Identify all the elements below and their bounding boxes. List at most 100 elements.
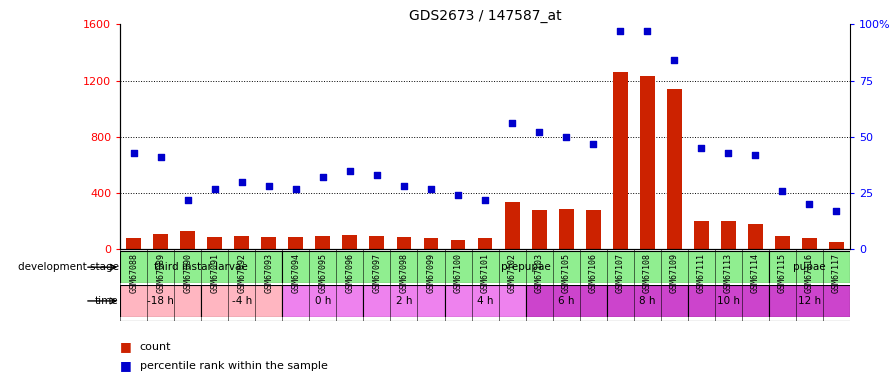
- Text: time: time: [95, 296, 118, 306]
- Bar: [288, 237, 303, 249]
- Text: GSM67100: GSM67100: [454, 253, 463, 293]
- Bar: [829, 242, 844, 249]
- Point: [154, 154, 168, 160]
- Point: [694, 145, 708, 151]
- Bar: [363, 285, 444, 317]
- Text: GSM67092: GSM67092: [238, 253, 247, 293]
- Text: ■: ■: [120, 340, 132, 353]
- Text: GSM67101: GSM67101: [481, 253, 490, 293]
- Bar: [748, 224, 763, 249]
- Text: GSM67093: GSM67093: [264, 253, 273, 293]
- Point: [126, 150, 141, 156]
- Bar: [282, 251, 769, 283]
- Bar: [478, 238, 492, 249]
- Point: [343, 168, 357, 174]
- Bar: [688, 285, 769, 317]
- Text: 12 h: 12 h: [797, 296, 821, 306]
- Bar: [181, 231, 195, 249]
- Point: [802, 201, 816, 207]
- Point: [235, 179, 249, 185]
- Point: [370, 172, 384, 178]
- Point: [613, 28, 627, 34]
- Text: GSM67091: GSM67091: [210, 253, 219, 293]
- Text: 8 h: 8 h: [639, 296, 655, 306]
- Text: GSM67107: GSM67107: [616, 253, 625, 293]
- Text: GSM67109: GSM67109: [670, 253, 679, 293]
- Bar: [234, 236, 249, 249]
- Text: development stage: development stage: [18, 262, 118, 272]
- Text: GSM67114: GSM67114: [751, 253, 760, 293]
- Text: third instar larvae: third instar larvae: [154, 262, 248, 272]
- Bar: [120, 285, 201, 317]
- Text: GSM67097: GSM67097: [372, 253, 382, 293]
- Text: GSM67102: GSM67102: [507, 253, 516, 293]
- Bar: [369, 236, 384, 249]
- Bar: [120, 251, 282, 283]
- Bar: [721, 221, 736, 249]
- Bar: [153, 234, 168, 249]
- Bar: [694, 221, 708, 249]
- Text: 10 h: 10 h: [716, 296, 740, 306]
- Point: [505, 120, 519, 126]
- Text: GSM67117: GSM67117: [832, 253, 841, 293]
- Point: [586, 141, 600, 147]
- Text: 6 h: 6 h: [558, 296, 574, 306]
- Point: [640, 28, 654, 34]
- Bar: [526, 285, 607, 317]
- Bar: [424, 238, 439, 249]
- Point: [829, 208, 844, 214]
- Point: [181, 197, 195, 203]
- Bar: [667, 89, 682, 249]
- Point: [775, 188, 789, 194]
- Text: GSM67095: GSM67095: [319, 253, 328, 293]
- Text: GSM67094: GSM67094: [291, 253, 300, 293]
- Bar: [262, 237, 276, 249]
- Text: -18 h: -18 h: [147, 296, 174, 306]
- Text: GSM67111: GSM67111: [697, 253, 706, 293]
- Text: GSM67099: GSM67099: [426, 253, 435, 293]
- Bar: [201, 285, 282, 317]
- Text: GSM67116: GSM67116: [805, 253, 814, 293]
- Title: GDS2673 / 147587_at: GDS2673 / 147587_at: [409, 9, 562, 23]
- Text: 4 h: 4 h: [477, 296, 493, 306]
- Point: [748, 152, 763, 158]
- Bar: [343, 236, 358, 249]
- Bar: [769, 251, 850, 283]
- Text: GSM67115: GSM67115: [778, 253, 787, 293]
- Bar: [531, 210, 546, 249]
- Point: [397, 183, 411, 189]
- Bar: [607, 285, 688, 317]
- Text: GSM67103: GSM67103: [535, 253, 544, 293]
- Text: GSM67108: GSM67108: [643, 253, 651, 293]
- Point: [288, 186, 303, 192]
- Text: GSM67106: GSM67106: [588, 253, 598, 293]
- Text: 0 h: 0 h: [315, 296, 331, 306]
- Bar: [775, 236, 789, 249]
- Bar: [444, 285, 526, 317]
- Text: prepupae: prepupae: [501, 262, 551, 272]
- Bar: [126, 238, 142, 249]
- Point: [262, 183, 276, 189]
- Bar: [559, 209, 573, 249]
- Text: GSM67096: GSM67096: [345, 253, 354, 293]
- Text: GSM67098: GSM67098: [400, 253, 409, 293]
- Text: GSM67113: GSM67113: [724, 253, 732, 293]
- Bar: [505, 202, 520, 249]
- Bar: [586, 210, 601, 249]
- Bar: [450, 240, 465, 249]
- Point: [207, 186, 222, 192]
- Bar: [802, 238, 817, 249]
- Text: GSM67105: GSM67105: [562, 253, 570, 293]
- Point: [316, 174, 330, 180]
- Point: [424, 186, 438, 192]
- Bar: [397, 237, 411, 249]
- Bar: [769, 285, 850, 317]
- Text: pupae: pupae: [793, 262, 826, 272]
- Text: percentile rank within the sample: percentile rank within the sample: [140, 361, 328, 370]
- Point: [478, 197, 492, 203]
- Bar: [315, 236, 330, 249]
- Text: GSM67090: GSM67090: [183, 253, 192, 293]
- Text: ■: ■: [120, 359, 132, 372]
- Bar: [282, 285, 363, 317]
- Point: [559, 134, 573, 140]
